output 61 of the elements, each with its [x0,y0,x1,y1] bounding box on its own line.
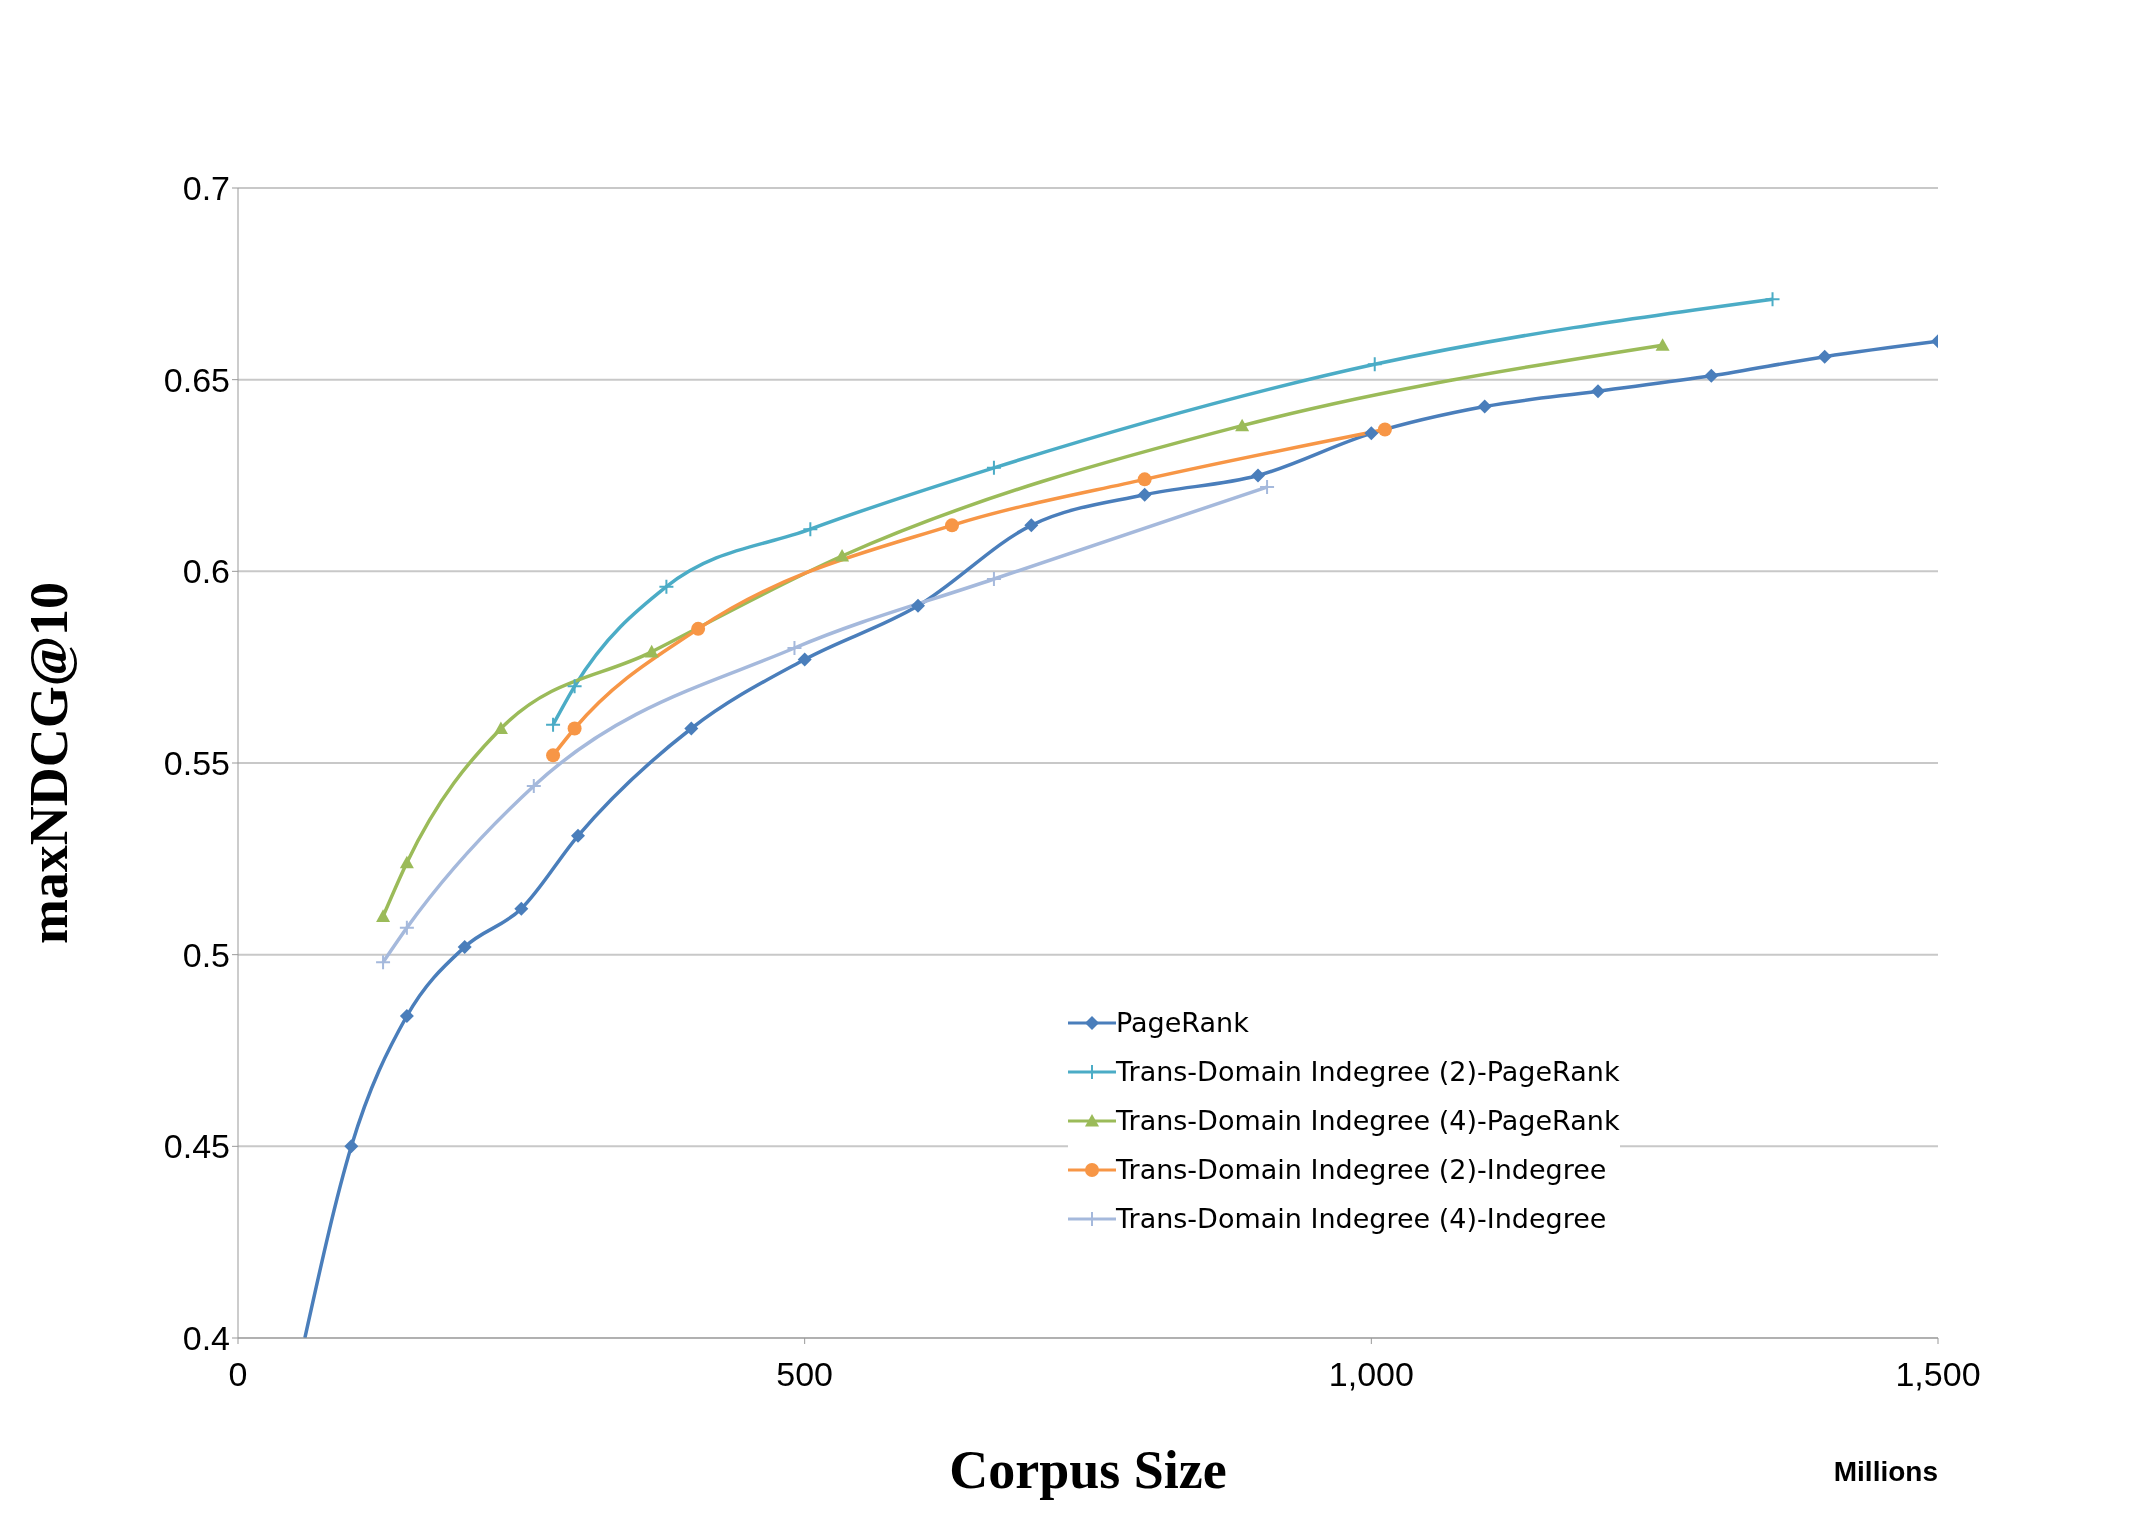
point [1364,426,1379,441]
point [399,1009,414,1023]
point [644,644,659,658]
point [1366,356,1383,373]
point [1655,338,1670,351]
point [835,549,850,562]
point [691,621,706,636]
point [1251,468,1265,483]
legend-label: Trans-Domain Indegree (2)-Indegree [1116,1154,1607,1185]
point [1024,518,1039,533]
point [457,940,472,954]
point [398,919,415,936]
point [802,521,819,538]
x-axis-title: Corpus Size [949,1440,1227,1500]
point [1817,349,1832,364]
point [399,855,414,869]
point [786,640,803,656]
point [1137,472,1152,487]
legend-label: PageRank [1116,1007,1249,1038]
point [911,598,925,613]
point [514,901,529,916]
y-tick-label: 0.65 [163,360,230,399]
point [1137,487,1152,502]
point [1235,418,1250,432]
point [658,578,675,595]
point [1377,422,1392,437]
point [1764,291,1781,308]
text: Millions [1833,1456,1938,1488]
point [567,721,582,736]
point [684,721,699,736]
point [571,828,585,843]
y-axis-title: maxNDCG@10 [19,581,80,945]
y-tick-label: 0.4 [182,1319,230,1358]
point [1477,399,1492,414]
y-tick-label: 0.7 [182,169,230,208]
x-tick-label: 0 [228,1355,248,1394]
point [985,459,1002,476]
x-tick-label: 1,000 [1328,1355,1414,1394]
point [525,778,542,794]
point [545,716,562,733]
point [1259,479,1276,495]
point [375,954,392,971]
x-tick-label: 500 [776,1355,834,1394]
y-tick-label: 0.6 [182,552,230,591]
point [344,1139,359,1154]
y-tick-label: 0.55 [163,744,230,783]
point [376,909,391,922]
y-tick-label: 0.45 [163,1127,230,1166]
point [985,571,1002,587]
point [493,721,508,735]
point [546,748,561,763]
legend-label: Trans-Domain Indegree (4)-PageRank [1116,1105,1620,1136]
x-tick-label: 1,500 [1895,1355,1981,1394]
legend-label: Trans-Domain Indegree (4)-Indegree [1116,1203,1607,1234]
point [797,652,812,667]
point [1704,368,1719,383]
point [945,518,959,533]
y-tick-label: 0.5 [182,935,230,974]
point [1591,384,1605,399]
point [566,678,583,695]
legend-label: Trans-Domain Indegree (2)-PageRank [1116,1056,1620,1087]
